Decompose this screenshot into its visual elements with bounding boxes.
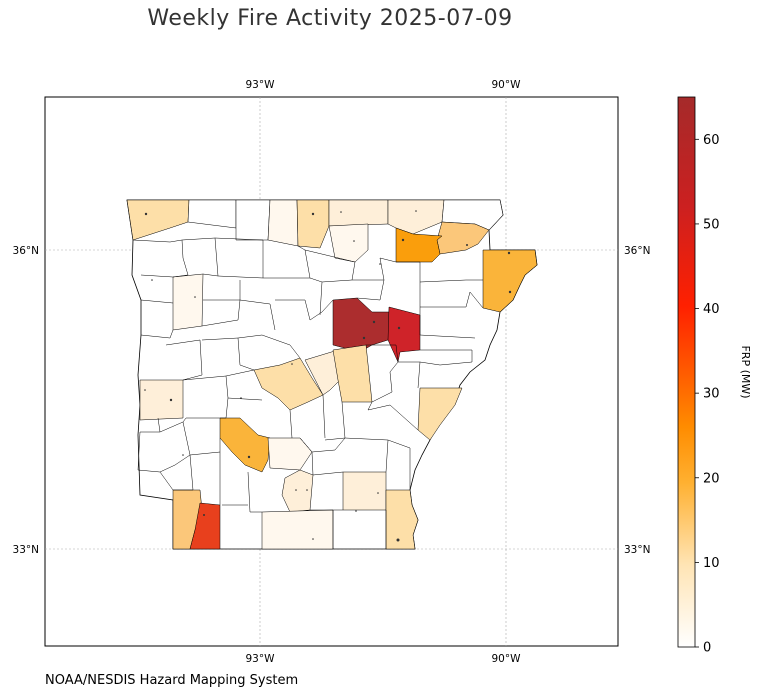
county-drew (342, 471, 387, 511)
lon-tick-bottom-93w: 93°W (246, 653, 276, 665)
fire-point (396, 538, 400, 542)
map-title: Weekly Fire Activity 2025-07-09 (147, 6, 513, 31)
lat-tick-right-33n: 33°N (624, 544, 650, 556)
lat-tick-left-33n: 33°N (13, 544, 39, 556)
fire-detections (144, 210, 512, 542)
county-sharp (328, 223, 369, 263)
fire-point (144, 389, 146, 391)
fire-point (340, 211, 342, 213)
lon-tick-top-93w: 93°W (246, 79, 276, 91)
colorbar-tick-label: 40 (703, 302, 720, 317)
fire-point (311, 212, 315, 216)
fire-point (295, 489, 297, 491)
fire-point (355, 510, 357, 512)
fire-point (169, 398, 173, 402)
county-union (261, 509, 334, 550)
map-axis-labels: 93°W 90°W 93°W 90°W 36°N 33°N 36°N 33°N (13, 79, 651, 665)
fire-point (401, 238, 405, 242)
fire-point (306, 489, 308, 491)
fire-point (247, 455, 251, 459)
county-faulkner (304, 349, 341, 396)
fire-point (144, 212, 148, 216)
lon-tick-top-90w: 90°W (492, 79, 522, 91)
fire-point (312, 538, 314, 540)
colorbar-tick-label: 50 (703, 217, 720, 232)
county-hot-spring (267, 437, 313, 471)
county-marion (267, 199, 299, 247)
lat-tick-left-36n: 36°N (13, 245, 39, 257)
fire-point (377, 492, 379, 494)
county-lafayette (189, 502, 221, 550)
fire-point (372, 320, 376, 324)
lon-tick-bottom-90w: 90°W (492, 653, 522, 665)
fire-point (466, 244, 468, 246)
colorbar-tick-label: 0 (703, 641, 711, 656)
county-benton (126, 199, 190, 241)
fire-point (194, 296, 196, 298)
fire-point (203, 514, 205, 516)
colorbar-tick-label: 20 (703, 471, 720, 486)
county-scott (139, 379, 184, 421)
county-van-buren (253, 357, 324, 411)
lat-tick-right-36n: 36°N (624, 245, 650, 257)
fire-point (507, 251, 511, 255)
county-garland (219, 417, 271, 473)
county-fulton (328, 199, 389, 227)
fire-point (240, 397, 242, 399)
county-mississippi (482, 249, 538, 313)
colorbar-label: FRP (MW) (739, 345, 752, 398)
fire-point (353, 240, 355, 242)
county-boone (235, 199, 271, 241)
data-source-credit: NOAA/NESDIS Hazard Mapping System (45, 673, 299, 688)
county-boundaries (132, 237, 484, 549)
fire-point (508, 290, 512, 294)
fire-point (291, 363, 293, 365)
county-baxter (296, 199, 330, 249)
fire-point (397, 326, 401, 330)
county-chicot (385, 489, 419, 550)
fire-point (362, 336, 366, 340)
colorbar: 0 10 20 30 40 50 60 FRP (MW) (677, 96, 752, 656)
fire-point (415, 210, 417, 212)
colorbar-tick-label: 60 (703, 133, 720, 148)
counties (126, 199, 538, 550)
fire-point (151, 279, 153, 281)
fire-point (182, 454, 184, 456)
colorbar-tick-label: 10 (703, 556, 720, 571)
colorbar-tick-label: 30 (703, 387, 720, 402)
colorbar-ticks: 0 10 20 30 40 50 60 (695, 133, 720, 656)
colorbar-gradient (677, 96, 696, 648)
county-lonoke (332, 344, 373, 403)
fire-point (379, 263, 381, 265)
county-fulton-sub (172, 273, 204, 331)
